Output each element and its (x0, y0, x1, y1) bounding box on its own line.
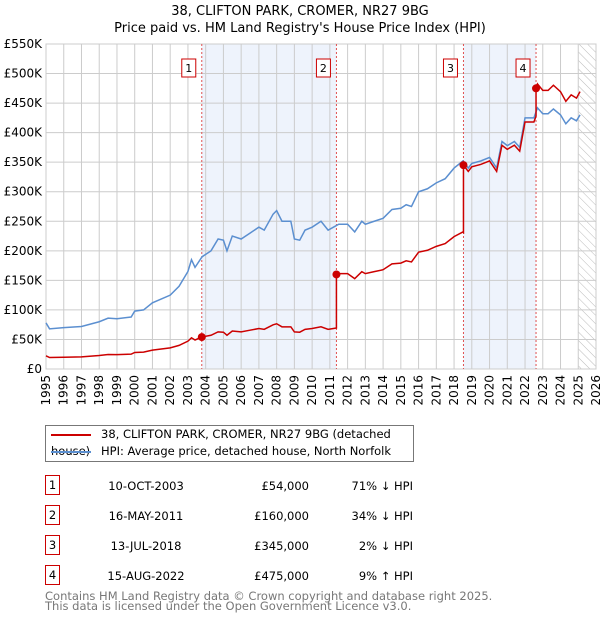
sale-label-box-2 (315, 58, 331, 78)
footer-line-2: This data is licensed under the Open Gov… (45, 599, 412, 613)
sale-label-1: 1 (185, 62, 192, 75)
x-tick-label: 2025 (571, 375, 585, 406)
sale-point-2 (332, 270, 341, 279)
x-tick-label: 2010 (305, 375, 319, 406)
x-tick-label: 2003 (181, 375, 195, 406)
y-tick-label: £400K (4, 126, 44, 140)
sale-number: 2 (45, 505, 60, 525)
y-tick-label: £150K (4, 273, 44, 287)
sale-date: 15-AUG-2022 (107, 569, 185, 583)
y-tick-label: £500K (4, 67, 44, 81)
x-tick-label: 2004 (199, 375, 213, 406)
chart-title: 38, CLIFTON PARK, CROMER, NR27 9BG (171, 4, 429, 19)
x-tick-label: 2006 (234, 375, 248, 406)
x-tick-label: 2018 (447, 375, 461, 406)
sale-label-3: 3 (447, 62, 454, 75)
sale-number: 1 (45, 475, 60, 495)
x-tick-label: 2005 (216, 375, 230, 406)
footer-line-1: Contains HM Land Registry data © Crown c… (45, 589, 493, 603)
legend: 38, CLIFTON PARK, CROMER, NR27 9BG (deta… (45, 425, 414, 462)
x-tick-label: 2024 (554, 375, 568, 406)
x-tick-label: 1998 (92, 375, 106, 406)
x-tick-label: 2026 (589, 375, 600, 406)
sale-date: 16-MAY-2011 (108, 509, 184, 523)
y-tick-label: £250K (4, 214, 44, 228)
x-tick-label: 2013 (358, 375, 372, 406)
legend-price-swatch (51, 433, 91, 436)
sale-date: 10-OCT-2003 (108, 479, 184, 493)
sale-price: £160,000 (254, 509, 309, 523)
x-tick-label: 2015 (394, 375, 408, 406)
x-tick-label: 2014 (376, 375, 390, 406)
x-tick-label: 1995 (39, 375, 53, 406)
x-tick-label: 2021 (500, 375, 514, 406)
sale-point-4 (532, 84, 541, 93)
legend-price-label: 38, CLIFTON PARK, CROMER, NR27 9BG (deta… (51, 427, 391, 458)
x-tick-label: 2000 (128, 375, 142, 406)
x-tick-label: 2011 (323, 375, 337, 406)
sale-hpi-diff: 71% ↓ HPI (351, 479, 413, 493)
sale-hpi-diff: 9% ↑ HPI (358, 569, 413, 583)
x-tick-label: 2022 (518, 375, 532, 406)
x-tick-label: 2008 (270, 375, 284, 406)
sale-hpi-diff: 34% ↓ HPI (351, 509, 413, 523)
x-tick-label: 2002 (163, 375, 177, 406)
sale-label-box-4 (515, 58, 531, 78)
sale-price: £54,000 (261, 479, 309, 493)
sale-label-4: 4 (520, 62, 527, 75)
sale-point-3 (459, 161, 468, 170)
y-tick-label: £350K (4, 155, 44, 169)
sale-date: 13-JUL-2018 (110, 539, 182, 553)
sale-label-2: 2 (320, 62, 327, 75)
x-tick-label: 2017 (429, 375, 443, 406)
y-tick-label: £450K (4, 96, 44, 110)
plot-area: 1995 1996 1997 1998 1999 2000 2001 2002 2003 2004… (4, 37, 600, 406)
sale-label-box-3 (442, 58, 458, 78)
y-tick-label: £300K (4, 185, 44, 199)
x-tick-label: 2020 (483, 375, 497, 406)
legend-hpi-swatch (51, 450, 91, 453)
shaded-period-3-4 (463, 44, 537, 369)
sale-point-1 (197, 333, 206, 342)
y-tick-label: £0 (27, 362, 42, 376)
sale-number: 3 (45, 535, 60, 555)
hpi-line (45, 106, 581, 330)
x-tick-label: 2023 (536, 375, 550, 406)
x-tick-label: 1999 (110, 375, 124, 406)
plot-border (45, 43, 597, 370)
x-tick-label: 2012 (341, 375, 355, 406)
sale-price: £475,000 (254, 569, 309, 583)
x-tick-label: 1997 (74, 375, 88, 406)
x-tick-label: 2019 (465, 375, 479, 406)
x-tick-label: 2016 (412, 375, 426, 406)
legend-price: 38, CLIFTON PARK, CROMER, NR27 9BG (deta… (51, 426, 413, 458)
sale-hpi-diff: 2% ↓ HPI (358, 539, 413, 553)
legend-hpi-label: HPI: Average price, detached house, Nort… (101, 444, 392, 458)
x-tick-label: 2009 (287, 375, 301, 406)
y-tick-label: £550K (4, 37, 44, 51)
forecast-hatch (578, 44, 596, 369)
legend-hpi: HPI: Average price, detached house, Nort… (51, 443, 391, 460)
y-tick-label: £50K (11, 332, 43, 346)
x-tick-label: 2001 (145, 375, 159, 406)
x-tick-label: 2007 (252, 375, 266, 406)
sale-label-box-1 (181, 58, 197, 78)
y-tick-label: £200K (4, 244, 44, 258)
shaded-period-1-2 (201, 44, 337, 369)
y-tick-label: £100K (4, 303, 44, 317)
x-tick-label: 1996 (57, 375, 71, 406)
sale-price: £345,000 (254, 539, 309, 553)
sale-number: 4 (45, 565, 60, 585)
chart-subtitle: Price paid vs. HM Land Registry's House … (114, 21, 486, 36)
